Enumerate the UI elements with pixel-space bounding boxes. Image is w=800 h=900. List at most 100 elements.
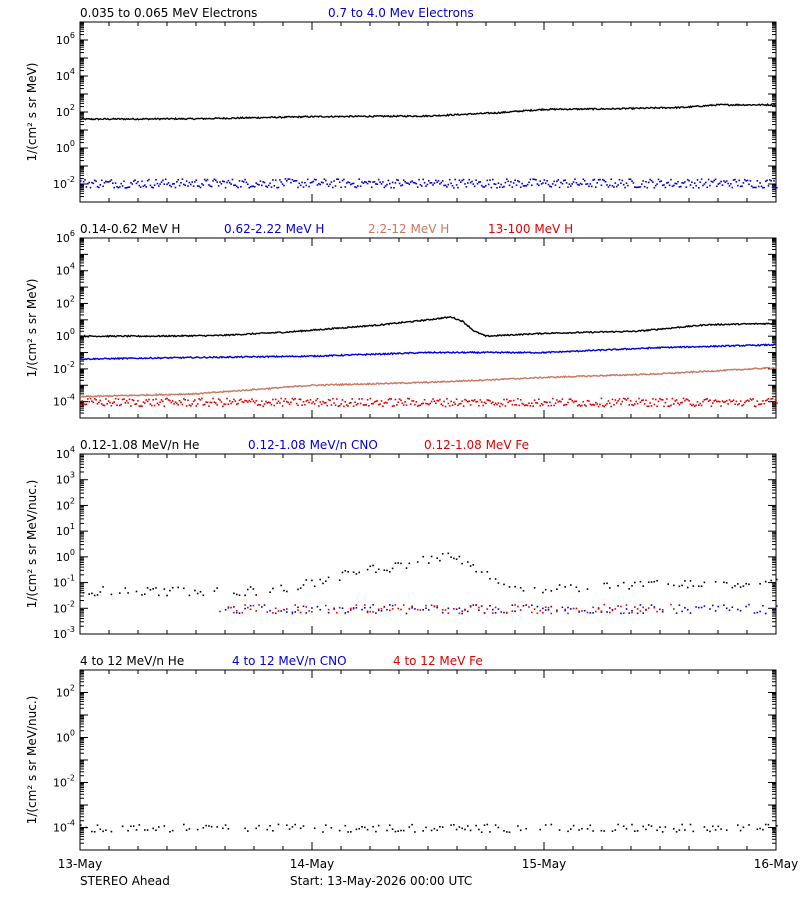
data-point <box>185 405 188 407</box>
data-point <box>551 397 554 400</box>
data-point <box>234 400 237 402</box>
data-point <box>350 183 352 186</box>
data-point <box>345 404 348 406</box>
data-point <box>618 178 621 181</box>
data-point <box>192 400 195 403</box>
data-point <box>316 184 319 186</box>
data-point <box>316 605 319 608</box>
data-point <box>678 585 681 588</box>
data-point <box>493 183 495 185</box>
data-point <box>492 608 494 611</box>
data-point <box>494 578 497 580</box>
data-point <box>444 609 447 611</box>
data-point <box>684 580 686 582</box>
data-point <box>319 183 321 186</box>
data-point <box>313 827 316 830</box>
data-point <box>554 184 557 186</box>
data-point <box>684 829 686 831</box>
data-point <box>343 405 345 408</box>
data-point <box>642 606 644 609</box>
data-point <box>596 403 598 405</box>
data-point <box>472 564 475 566</box>
data-point <box>535 179 537 181</box>
data-point <box>391 828 394 830</box>
data-point <box>455 608 458 610</box>
data-point <box>370 186 373 189</box>
data-point <box>144 184 146 186</box>
data-point <box>695 184 697 187</box>
data-point <box>216 404 218 406</box>
data-point <box>256 183 259 185</box>
data-point <box>710 180 713 183</box>
data-point <box>216 587 218 589</box>
data-point <box>364 826 366 829</box>
data-point <box>411 400 413 402</box>
data-point <box>650 179 653 182</box>
data-point <box>132 180 135 182</box>
data-point <box>244 827 246 830</box>
data-point <box>507 180 509 183</box>
data-point <box>408 398 411 400</box>
data-point <box>195 405 198 407</box>
series-3 <box>79 366 777 398</box>
data-point <box>600 397 603 400</box>
data-point <box>528 606 530 608</box>
data-point <box>494 612 497 614</box>
data-point <box>536 402 539 404</box>
data-point <box>340 186 342 189</box>
data-point <box>333 402 335 404</box>
data-point <box>480 571 483 573</box>
data-point <box>252 400 255 402</box>
data-point <box>638 397 640 400</box>
data-point <box>135 829 138 831</box>
data-point <box>469 605 472 607</box>
data-point <box>350 607 352 610</box>
data-point <box>691 404 693 407</box>
data-point <box>351 398 353 400</box>
data-point <box>582 400 585 403</box>
data-point <box>252 185 255 188</box>
data-point <box>478 609 480 611</box>
data-point <box>578 590 580 593</box>
data-point <box>98 401 100 404</box>
data-point <box>618 398 621 400</box>
data-point <box>533 399 536 401</box>
data-point <box>647 405 650 407</box>
data-point <box>763 186 766 189</box>
data-point <box>205 824 207 827</box>
data-point <box>354 186 356 188</box>
data-point <box>666 182 668 184</box>
data-point <box>401 402 404 404</box>
data-point <box>244 178 246 181</box>
data-point <box>728 609 731 611</box>
data-point <box>737 404 739 406</box>
data-point <box>472 183 475 185</box>
data-point <box>472 400 475 402</box>
data-point <box>183 183 185 186</box>
data-point <box>611 830 614 832</box>
data-point <box>565 182 568 184</box>
data-point <box>227 606 230 608</box>
data-point <box>409 181 412 183</box>
data-point <box>247 401 249 403</box>
plot-frame <box>79 453 777 635</box>
data-point <box>714 178 717 181</box>
data-point <box>620 403 622 405</box>
data-point <box>125 187 128 189</box>
data-point <box>671 397 674 400</box>
data-point <box>673 584 675 587</box>
data-point <box>263 403 266 405</box>
data-point <box>283 589 285 592</box>
data-point <box>764 580 767 583</box>
data-point <box>447 183 450 186</box>
data-point <box>657 400 660 403</box>
data-point <box>604 404 607 406</box>
data-point <box>464 183 466 185</box>
data-point <box>553 180 555 183</box>
data-point <box>85 186 88 188</box>
data-point <box>297 186 299 189</box>
data-point <box>151 186 153 188</box>
data-point <box>773 611 775 614</box>
data-point <box>209 185 212 187</box>
data-point <box>84 403 86 406</box>
